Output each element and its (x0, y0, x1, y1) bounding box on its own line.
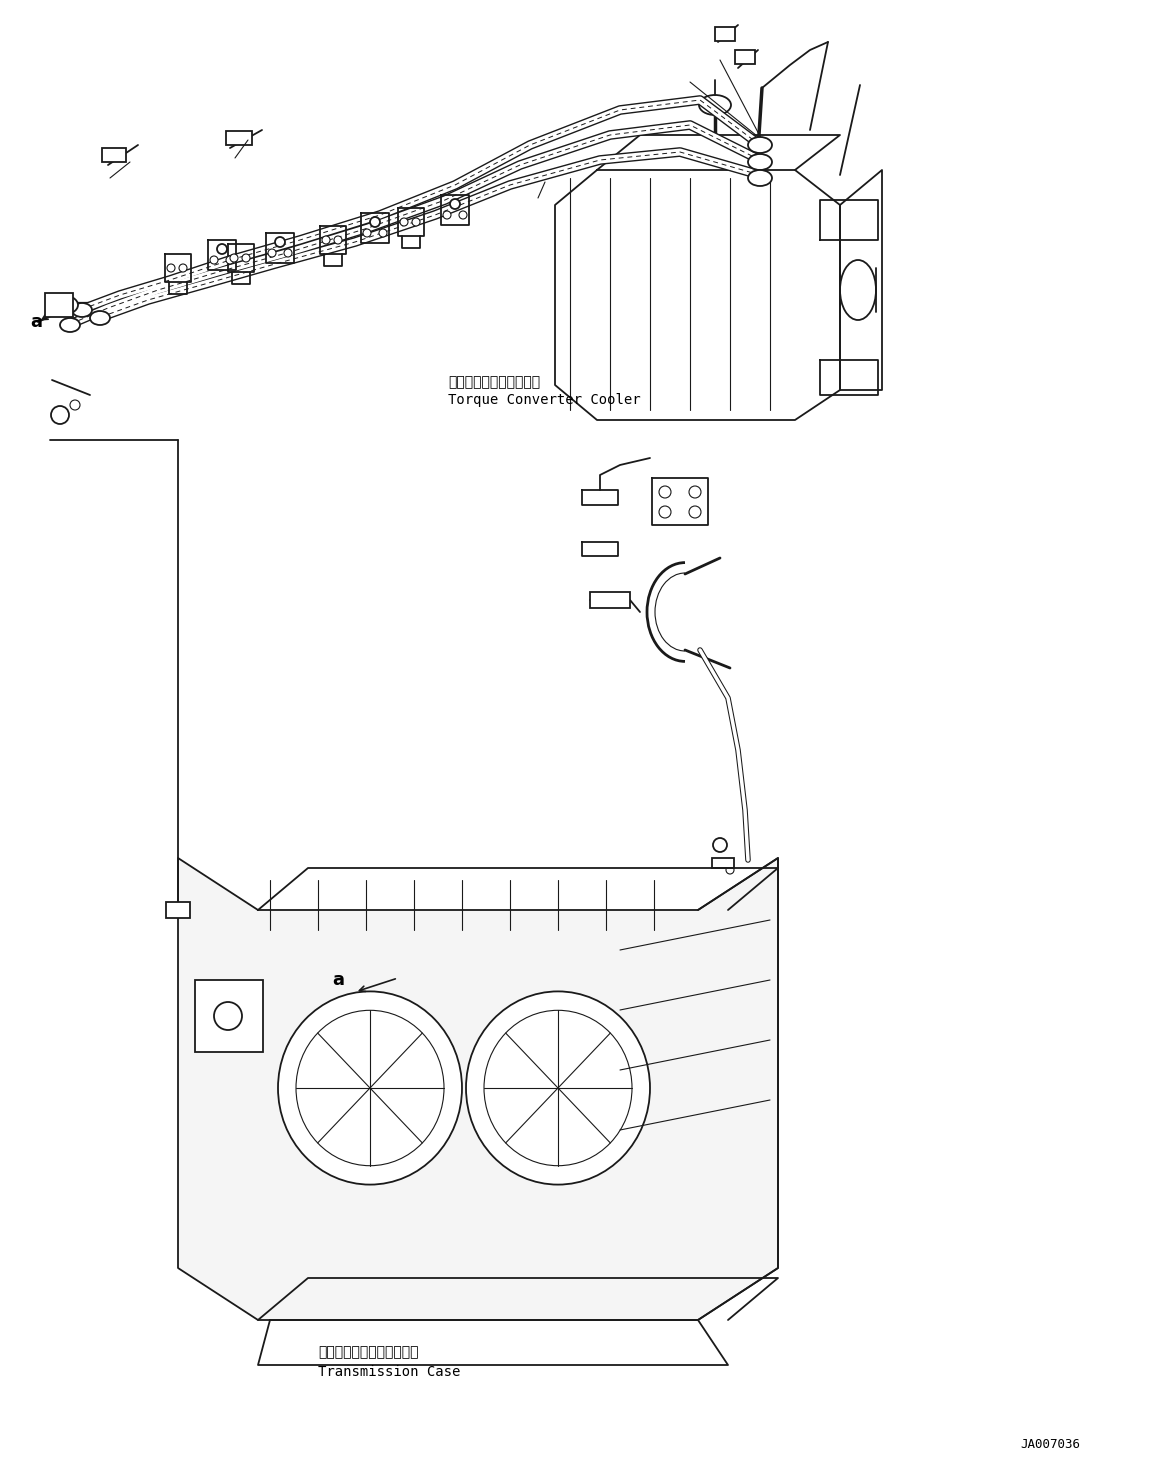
Circle shape (363, 229, 371, 238)
Ellipse shape (90, 311, 110, 325)
Circle shape (412, 219, 420, 226)
Ellipse shape (699, 95, 732, 115)
Text: トルクコンバータクーラ: トルクコンバータクーラ (448, 375, 540, 389)
Circle shape (70, 399, 80, 410)
Ellipse shape (72, 303, 92, 316)
Circle shape (167, 264, 174, 273)
Ellipse shape (748, 137, 772, 153)
Bar (712, 857, 734, 868)
Ellipse shape (484, 1010, 632, 1166)
Circle shape (659, 506, 671, 518)
Circle shape (659, 486, 671, 499)
Bar (590, 592, 630, 608)
Circle shape (334, 236, 342, 243)
Ellipse shape (47, 295, 78, 315)
Circle shape (226, 257, 234, 264)
Ellipse shape (748, 155, 772, 171)
Circle shape (443, 211, 451, 219)
Circle shape (400, 219, 408, 226)
Bar (45, 293, 73, 316)
Circle shape (274, 238, 285, 246)
Circle shape (214, 1002, 242, 1029)
Circle shape (726, 866, 734, 873)
Circle shape (242, 254, 250, 262)
Ellipse shape (278, 991, 462, 1184)
Ellipse shape (466, 991, 650, 1184)
Circle shape (211, 257, 217, 264)
Circle shape (713, 838, 727, 851)
Circle shape (688, 486, 701, 499)
Circle shape (217, 243, 227, 254)
Polygon shape (178, 857, 778, 1319)
Ellipse shape (60, 318, 80, 332)
Bar (166, 903, 190, 919)
Text: トランスミッションケース: トランスミッションケース (317, 1344, 419, 1359)
Text: a: a (331, 971, 344, 989)
Text: a: a (30, 313, 42, 331)
Bar (195, 980, 263, 1053)
Text: JA007036: JA007036 (1020, 1439, 1080, 1452)
Circle shape (379, 229, 387, 238)
Ellipse shape (297, 1010, 444, 1166)
Ellipse shape (748, 171, 772, 187)
Circle shape (322, 236, 330, 243)
Bar (715, 28, 735, 41)
Circle shape (688, 506, 701, 518)
Bar (102, 149, 126, 162)
Text: Torque Converter Cooler: Torque Converter Cooler (448, 394, 641, 407)
Circle shape (450, 198, 461, 208)
Circle shape (51, 405, 69, 424)
Bar (735, 50, 755, 64)
Text: Transmission Case: Transmission Case (317, 1365, 461, 1379)
Circle shape (179, 264, 187, 273)
Circle shape (284, 249, 292, 257)
Bar (226, 131, 252, 144)
Ellipse shape (840, 260, 876, 319)
Circle shape (459, 211, 468, 219)
Circle shape (230, 254, 238, 262)
Circle shape (267, 249, 276, 257)
Circle shape (370, 217, 380, 227)
